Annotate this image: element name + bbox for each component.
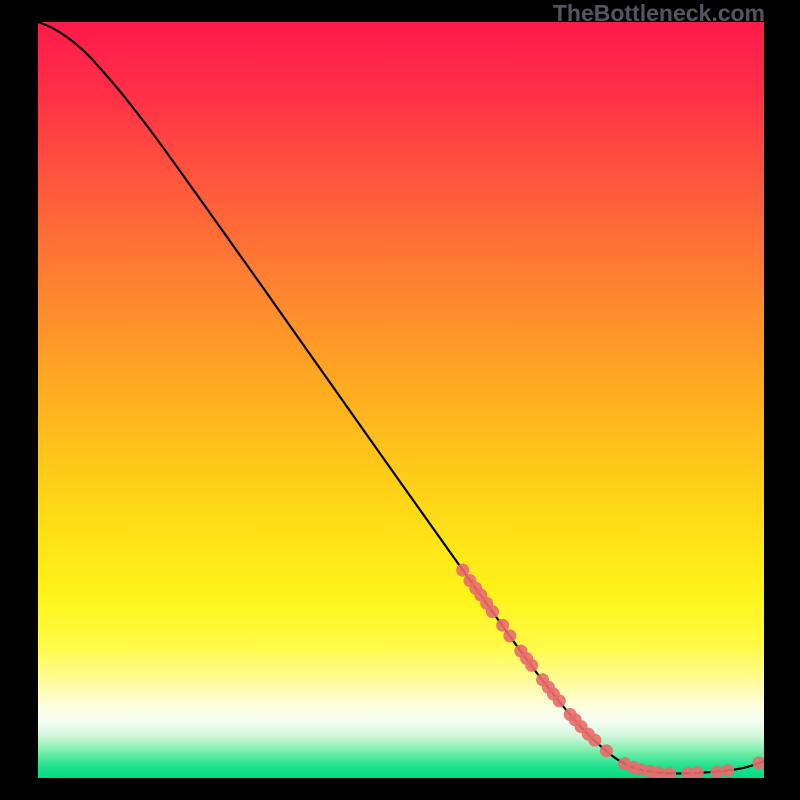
plot-background: [38, 22, 764, 778]
data-marker: [553, 694, 566, 707]
data-marker: [600, 744, 613, 757]
data-marker: [496, 619, 509, 632]
data-marker: [721, 764, 734, 777]
data-marker: [486, 605, 499, 618]
data-marker: [456, 564, 469, 577]
data-marker: [588, 734, 601, 747]
data-marker: [503, 629, 516, 642]
data-marker: [525, 659, 538, 672]
plot-area: [38, 22, 764, 778]
chart-stage: TheBottleneck.com: [0, 0, 800, 800]
plot-svg: [38, 22, 764, 778]
